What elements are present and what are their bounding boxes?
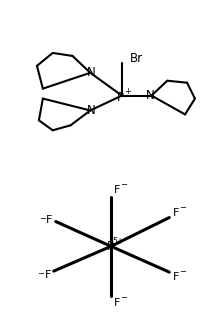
Text: F: F xyxy=(173,272,180,282)
Text: F: F xyxy=(46,214,53,224)
Text: −: − xyxy=(120,293,127,302)
Text: F: F xyxy=(114,185,120,195)
Text: P: P xyxy=(117,91,124,104)
Text: N: N xyxy=(87,104,96,117)
Text: 5+: 5+ xyxy=(112,237,123,246)
Text: N: N xyxy=(87,66,96,79)
Text: −: − xyxy=(179,203,186,212)
Text: F: F xyxy=(114,298,120,308)
Text: N: N xyxy=(146,89,155,102)
Text: −: − xyxy=(120,180,127,189)
Text: −: − xyxy=(37,270,44,279)
Text: −: − xyxy=(39,214,46,223)
Text: +: + xyxy=(124,87,131,96)
Text: F: F xyxy=(173,208,180,217)
Text: F: F xyxy=(44,270,51,280)
Text: P: P xyxy=(107,240,113,253)
Text: −: − xyxy=(179,268,186,277)
Text: Br: Br xyxy=(130,52,143,65)
